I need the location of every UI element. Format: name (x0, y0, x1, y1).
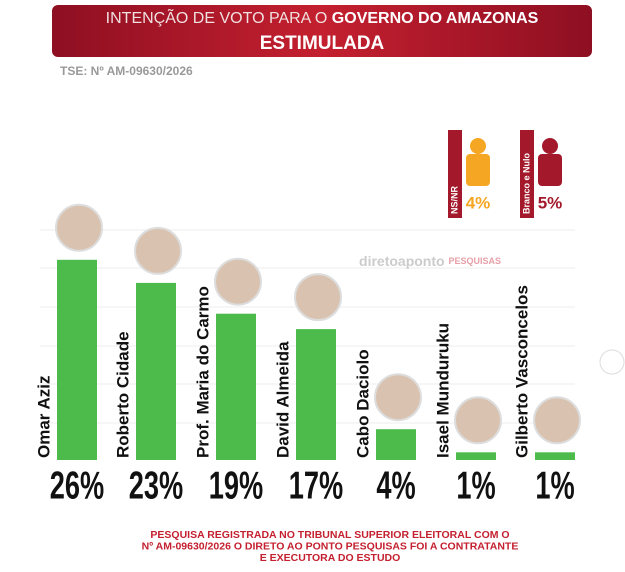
candidate-name: Cabo Daciolo (353, 349, 372, 458)
bar (456, 452, 496, 460)
candidate-name: Omar Aziz (34, 375, 53, 458)
bar (376, 429, 416, 460)
title-banner (52, 5, 592, 57)
bar (57, 259, 97, 460)
other-name: Branco e Nulo (521, 152, 531, 214)
value-label: 17% (289, 465, 343, 508)
bar (296, 329, 336, 460)
value-label: 4% (376, 465, 415, 508)
person-icon (542, 138, 558, 154)
other-value: 5% (538, 193, 563, 212)
footer-line: E EXECUTORA DO ESTUDO (260, 552, 401, 564)
watermark: diretoaponto PESQUISAS (359, 253, 501, 269)
carousel-arrow[interactable] (599, 349, 625, 375)
legend-strip (520, 130, 534, 218)
bar (216, 313, 256, 460)
value-label: 1% (456, 465, 495, 508)
candidate-name: David Almeida (273, 341, 292, 458)
subtitle: ESTIMULADA (260, 33, 385, 54)
value-label: 19% (209, 465, 263, 508)
other-value: 4% (466, 193, 491, 212)
other-name: NS/NR (449, 185, 459, 214)
footer-line: PESQUISA REGISTRADA NO TRIBUNAL SUPERIOR… (150, 529, 509, 541)
person-icon (470, 138, 486, 154)
value-label: 23% (129, 465, 183, 508)
value-label: 1% (535, 465, 574, 508)
candidate-photo (454, 396, 502, 445)
candidate-photo (294, 273, 342, 322)
candidate-name: Prof. Maria do Carmo (193, 286, 212, 458)
candidate-photo (533, 396, 581, 445)
candidate-name: Isael Munduruku (433, 323, 452, 458)
watermark-badge: PESQUISAS (448, 256, 501, 266)
candidate-name: Gilberto Vasconcelos (512, 285, 531, 458)
candidate-photo (374, 373, 422, 422)
bar (136, 282, 176, 460)
registration: TSE: Nº AM-09630/2026 (60, 64, 193, 78)
title-emphasis: GOVERNO DO AMAZONAS (332, 10, 539, 27)
candidate-photo (214, 257, 262, 306)
footer-line: Nº AM-09630/2026 O DIRETO AO PONTO PESQU… (142, 540, 519, 552)
person-icon (466, 154, 490, 186)
watermark-text: diretoaponto (359, 253, 445, 269)
candidate-photo (55, 203, 103, 252)
value-label: 26% (50, 465, 104, 508)
bar (535, 452, 575, 460)
legend-strip (448, 130, 462, 218)
person-icon (538, 154, 562, 186)
candidate-photo (134, 226, 182, 275)
candidate-name: Roberto Cidade (113, 331, 132, 458)
title: INTENÇÃO DE VOTO PARA O GOVERNO DO AMAZO… (106, 7, 539, 27)
title-prefix: INTENÇÃO DE VOTO PARA O (106, 7, 328, 27)
